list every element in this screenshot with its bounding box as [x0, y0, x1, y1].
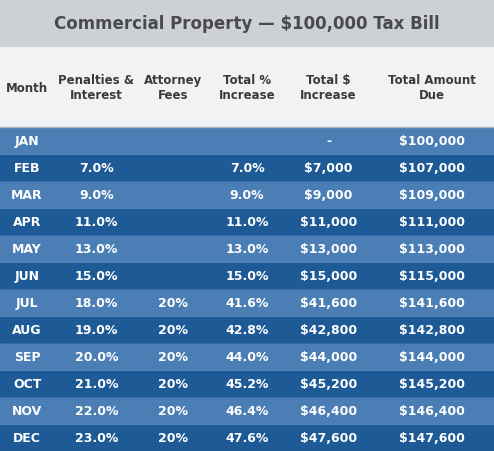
Bar: [0, 397, 494, 424]
Text: DEC: DEC: [13, 431, 41, 444]
Text: APR: APR: [13, 216, 41, 229]
Text: 19.0%: 19.0%: [75, 323, 118, 336]
Text: 9.0%: 9.0%: [79, 189, 114, 202]
Text: $9,000: $9,000: [304, 189, 353, 202]
Text: $41,600: $41,600: [300, 296, 357, 309]
Text: 7.0%: 7.0%: [230, 161, 264, 175]
Text: $141,600: $141,600: [399, 296, 465, 309]
Text: 46.4%: 46.4%: [225, 404, 269, 417]
Text: 45.2%: 45.2%: [225, 377, 269, 390]
Text: 18.0%: 18.0%: [75, 296, 118, 309]
Text: 20.0%: 20.0%: [75, 350, 118, 363]
Text: $11,000: $11,000: [300, 216, 357, 229]
Text: 44.0%: 44.0%: [225, 350, 269, 363]
Bar: [0, 208, 494, 235]
Bar: [0, 48, 494, 128]
Text: Commercial Property — $100,000 Tax Bill: Commercial Property — $100,000 Tax Bill: [54, 15, 440, 33]
Text: NOV: NOV: [12, 404, 42, 417]
Text: Month: Month: [6, 81, 48, 94]
Text: -: -: [326, 135, 331, 147]
Text: 22.0%: 22.0%: [75, 404, 118, 417]
Text: 20%: 20%: [158, 350, 188, 363]
Text: 13.0%: 13.0%: [75, 243, 118, 255]
Text: $142,800: $142,800: [399, 323, 465, 336]
Text: 20%: 20%: [158, 404, 188, 417]
Text: 23.0%: 23.0%: [75, 431, 118, 444]
Text: 20%: 20%: [158, 377, 188, 390]
Text: Attorney
Fees: Attorney Fees: [144, 74, 202, 102]
Text: $147,600: $147,600: [399, 431, 465, 444]
Text: $145,200: $145,200: [399, 377, 465, 390]
Text: SEP: SEP: [14, 350, 41, 363]
Text: $47,600: $47,600: [300, 431, 357, 444]
Bar: [0, 128, 494, 155]
Text: 13.0%: 13.0%: [225, 243, 269, 255]
Text: OCT: OCT: [13, 377, 41, 390]
Text: FEB: FEB: [14, 161, 41, 175]
Text: MAY: MAY: [12, 243, 42, 255]
Bar: [0, 262, 494, 290]
Text: JAN: JAN: [15, 135, 40, 147]
Bar: [0, 290, 494, 316]
Text: $100,000: $100,000: [399, 135, 465, 147]
Text: Total $
Increase: Total $ Increase: [300, 74, 357, 102]
Text: 15.0%: 15.0%: [225, 269, 269, 282]
Text: $115,000: $115,000: [399, 269, 465, 282]
Text: 20%: 20%: [158, 323, 188, 336]
Bar: [0, 316, 494, 343]
Text: $46,400: $46,400: [300, 404, 357, 417]
Text: JUN: JUN: [15, 269, 40, 282]
Bar: [0, 370, 494, 397]
Bar: [0, 235, 494, 262]
Text: $15,000: $15,000: [300, 269, 357, 282]
Text: $146,400: $146,400: [399, 404, 465, 417]
Text: 7.0%: 7.0%: [79, 161, 114, 175]
Text: Total Amount
Due: Total Amount Due: [388, 74, 476, 102]
Text: 20%: 20%: [158, 296, 188, 309]
Text: $109,000: $109,000: [399, 189, 465, 202]
Text: 11.0%: 11.0%: [75, 216, 118, 229]
Text: Total %
Increase: Total % Increase: [219, 74, 275, 102]
Text: $113,000: $113,000: [399, 243, 465, 255]
Text: $7,000: $7,000: [304, 161, 353, 175]
Text: $144,000: $144,000: [399, 350, 465, 363]
Bar: [0, 155, 494, 182]
Text: $111,000: $111,000: [399, 216, 465, 229]
Text: 21.0%: 21.0%: [75, 377, 118, 390]
Text: 15.0%: 15.0%: [75, 269, 118, 282]
Text: 42.8%: 42.8%: [225, 323, 269, 336]
Text: MAR: MAR: [11, 189, 43, 202]
Bar: [0, 343, 494, 370]
Text: 20%: 20%: [158, 431, 188, 444]
Text: $44,000: $44,000: [300, 350, 357, 363]
Text: $45,200: $45,200: [300, 377, 357, 390]
Text: 41.6%: 41.6%: [225, 296, 269, 309]
Text: Penalties &
Interest: Penalties & Interest: [58, 74, 134, 102]
Text: JUL: JUL: [16, 296, 39, 309]
Text: 11.0%: 11.0%: [225, 216, 269, 229]
Text: $107,000: $107,000: [399, 161, 465, 175]
Text: 47.6%: 47.6%: [225, 431, 269, 444]
Bar: [0, 424, 494, 451]
Bar: [0, 182, 494, 208]
Text: $42,800: $42,800: [300, 323, 357, 336]
Text: $13,000: $13,000: [300, 243, 357, 255]
Text: AUG: AUG: [12, 323, 42, 336]
Text: 9.0%: 9.0%: [230, 189, 264, 202]
